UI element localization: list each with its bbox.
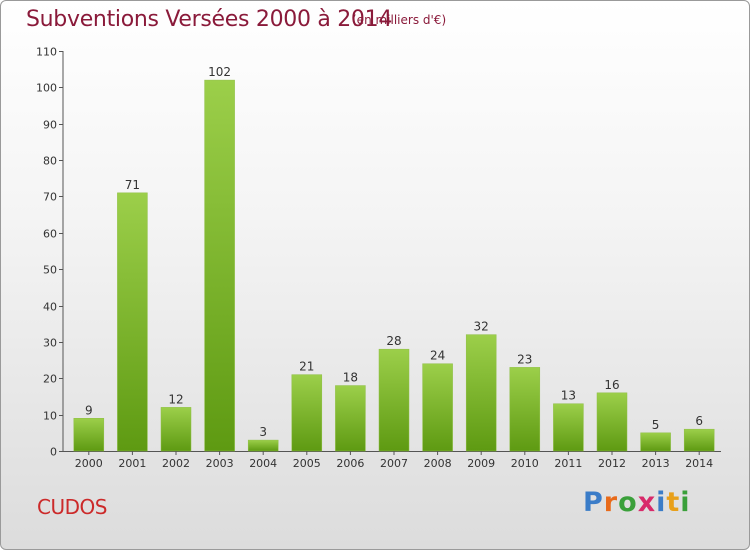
bar [247, 439, 279, 452]
bar [683, 428, 715, 452]
bar [553, 403, 584, 452]
logo-letter: i [656, 487, 667, 518]
x-tick-label: 2013 [642, 457, 670, 470]
data-label: 18 [343, 371, 358, 385]
data-label: 28 [386, 334, 401, 348]
bar [117, 192, 148, 452]
x-tick-label: 2008 [424, 457, 452, 470]
x-tick-label: 2010 [511, 457, 539, 470]
x-tick-label: 2012 [598, 457, 626, 470]
y-tick-label: 20 [43, 373, 57, 386]
bar [465, 334, 497, 452]
x-tick-label: 2005 [293, 457, 321, 470]
bar [291, 374, 323, 452]
data-label: 32 [474, 320, 489, 334]
bar [204, 79, 235, 452]
data-label: 13 [561, 389, 576, 403]
y-tick-label: 30 [43, 337, 57, 350]
bar [73, 418, 105, 452]
commune-name: CUDOS [37, 495, 107, 519]
logo-letter: i [680, 487, 691, 518]
bar [509, 367, 541, 452]
y-tick-label: 80 [43, 155, 57, 168]
x-tick-label: 2003 [206, 457, 234, 470]
data-label: 12 [168, 392, 183, 406]
logo-letter: r [603, 487, 619, 518]
y-tick-label: 10 [43, 410, 57, 423]
data-label: 9 [85, 403, 93, 417]
x-tick-label: 2004 [249, 457, 277, 470]
data-label: 3 [259, 425, 267, 439]
data-label: 102 [208, 65, 231, 79]
chart-title: Subventions Versées 2000 à 2014 [26, 7, 393, 32]
logo-letter: t [666, 487, 681, 518]
x-tick-label: 2002 [162, 457, 190, 470]
y-tick-label: 40 [43, 301, 57, 314]
data-label: 16 [604, 378, 619, 392]
x-tick-label: 2011 [554, 457, 582, 470]
logo-letter: o [618, 487, 638, 518]
x-tick-label: 2000 [75, 457, 103, 470]
data-label: 21 [299, 360, 314, 374]
y-tick-label: 0 [50, 446, 57, 459]
data-label: 71 [125, 178, 140, 192]
data-label: 6 [695, 414, 703, 428]
y-tick-label: 100 [36, 82, 57, 95]
bar [335, 385, 366, 452]
proxiti-logo: Proxiti [583, 487, 691, 518]
data-label: 5 [652, 418, 660, 432]
y-tick-label: 70 [43, 191, 57, 204]
y-tick-label: 50 [43, 264, 57, 277]
bar [640, 432, 671, 452]
data-label: 23 [517, 352, 532, 366]
x-tick-label: 2007 [380, 457, 408, 470]
x-tick-label: 2006 [336, 457, 364, 470]
y-tick-label: 110 [36, 46, 57, 59]
x-tick-label: 2009 [467, 457, 495, 470]
x-tick-label: 2014 [685, 457, 713, 470]
bar [160, 407, 192, 452]
bar [596, 392, 628, 452]
logo-letter: x [637, 487, 657, 518]
logo-letter: P [583, 487, 604, 518]
data-label: 24 [430, 349, 445, 363]
y-tick-label: 90 [43, 119, 57, 132]
y-tick-label: 60 [43, 228, 57, 241]
bar [422, 363, 453, 452]
bar [378, 348, 410, 452]
chart-subtitle: (en milliers d'€) [352, 13, 447, 27]
x-tick-label: 2001 [118, 457, 146, 470]
